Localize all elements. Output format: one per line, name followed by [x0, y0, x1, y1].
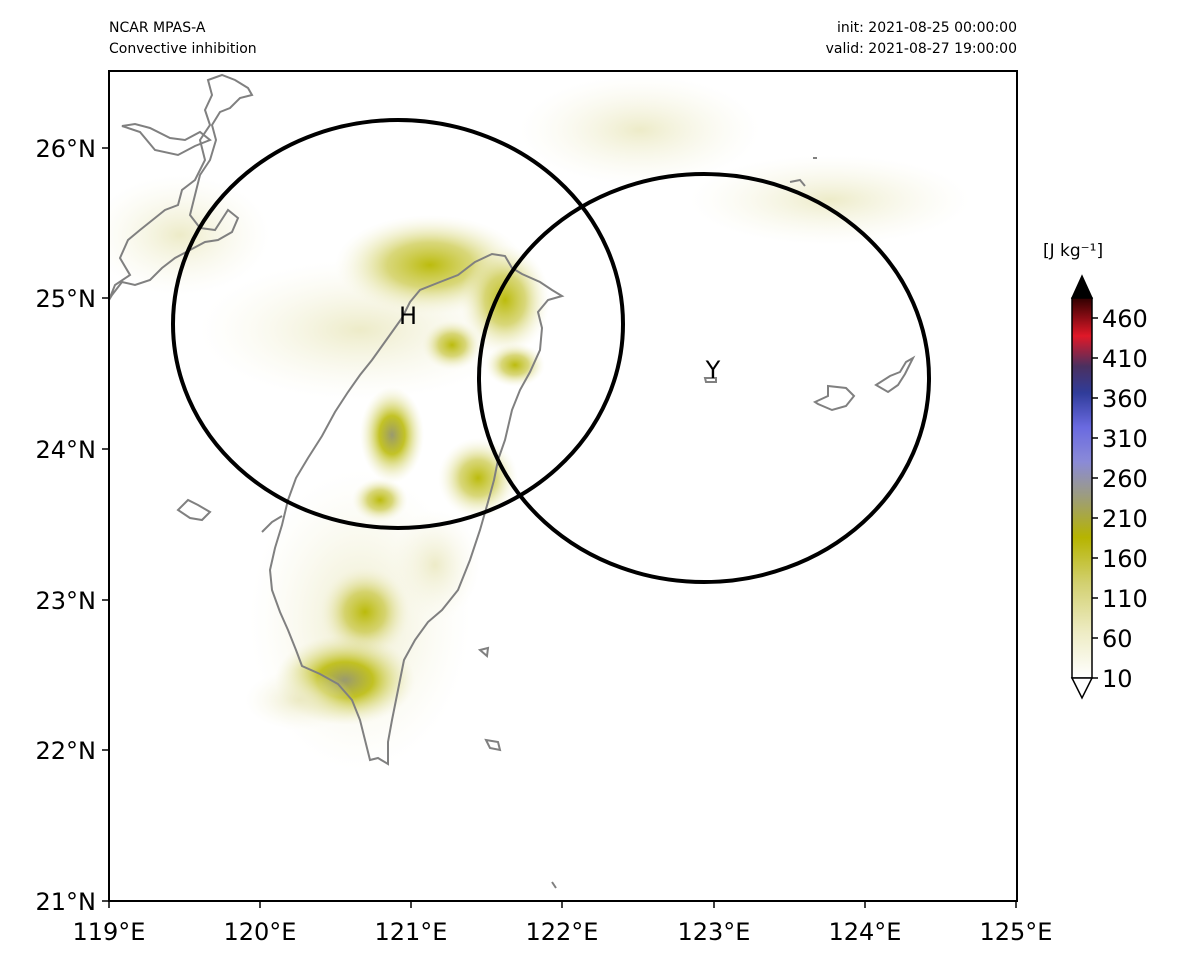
colorbar-tick-label: 60	[1102, 625, 1133, 653]
ishigaki	[874, 355, 916, 394]
init-time: init: 2021-08-25 00:00:00	[837, 20, 1017, 36]
y-tick-label: 22°N	[36, 737, 97, 765]
colorbar: [J kg⁻¹] 10 60 110 160 210 260 310 360 4…	[1043, 241, 1148, 700]
colorbar-extend-min	[1070, 677, 1094, 700]
y-axis-ticks: 21°N 22°N 23°N 24°N 25°N 26°N	[36, 135, 109, 916]
iriomote	[812, 384, 856, 412]
senkaku	[789, 178, 806, 187]
field-name: Convective inhibition	[109, 41, 257, 57]
range-circle-y	[477, 172, 931, 584]
x-tick-label: 120°E	[224, 918, 297, 946]
valid-time: valid: 2021-08-27 19:00:00	[825, 41, 1017, 57]
colorbar-extend-max	[1070, 274, 1094, 299]
colorbar-bar	[1071, 297, 1093, 679]
marker-label-h: H	[399, 302, 417, 330]
west-coast-bit	[261, 515, 283, 533]
colorbar-tick-label: 10	[1102, 665, 1133, 693]
x-tick-label: 119°E	[73, 918, 146, 946]
colorbar-tick-label: 460	[1102, 305, 1148, 333]
colorbar-tick-label: 310	[1102, 425, 1148, 453]
colorbar-tick-label: 110	[1102, 585, 1148, 613]
small-islet-2	[551, 881, 557, 889]
x-tick-label: 121°E	[375, 918, 448, 946]
yonaguni	[703, 377, 717, 383]
china-coastline	[109, 73, 254, 301]
x-tick-label: 125°E	[980, 918, 1053, 946]
coastlines	[109, 73, 916, 889]
colorbar-unit: [J kg⁻¹]	[1043, 241, 1103, 261]
orchid-island	[484, 738, 502, 752]
map-frame	[108, 70, 1018, 902]
colorbar-tick-label: 260	[1102, 465, 1148, 493]
green-island	[477, 646, 490, 658]
range-circles	[171, 118, 931, 584]
colorbar-tick-label: 410	[1102, 345, 1148, 373]
header-left: NCAR MPAS-A Convective inhibition	[109, 18, 257, 60]
y-tick-label: 23°N	[36, 587, 97, 615]
china-coast-north	[121, 122, 212, 157]
colorbar-tick-label: 210	[1102, 505, 1148, 533]
y-tick-label: 21°N	[36, 888, 97, 916]
x-tick-label: 123°E	[678, 918, 751, 946]
header-right: init: 2021-08-25 00:00:00 valid: 2021-08…	[826, 18, 1017, 60]
x-axis-ticks: 119°E 120°E 121°E 122°E 123°E 124°E 125°…	[73, 901, 1053, 946]
taiwan-coastline	[268, 252, 565, 766]
colorbar-tick-label: 160	[1102, 545, 1148, 573]
marker-label-y: Y	[705, 356, 721, 384]
cin-shading	[109, 75, 970, 770]
x-tick-label: 122°E	[526, 918, 599, 946]
y-tick-label: 24°N	[36, 436, 97, 464]
x-tick-label: 124°E	[829, 918, 902, 946]
range-circle-h	[171, 118, 625, 530]
colorbar-tick-label: 360	[1102, 385, 1148, 413]
model-name: NCAR MPAS-A	[109, 20, 206, 36]
y-tick-label: 25°N	[36, 285, 97, 313]
penghu-islands	[176, 498, 212, 522]
y-tick-label: 26°N	[36, 135, 97, 163]
